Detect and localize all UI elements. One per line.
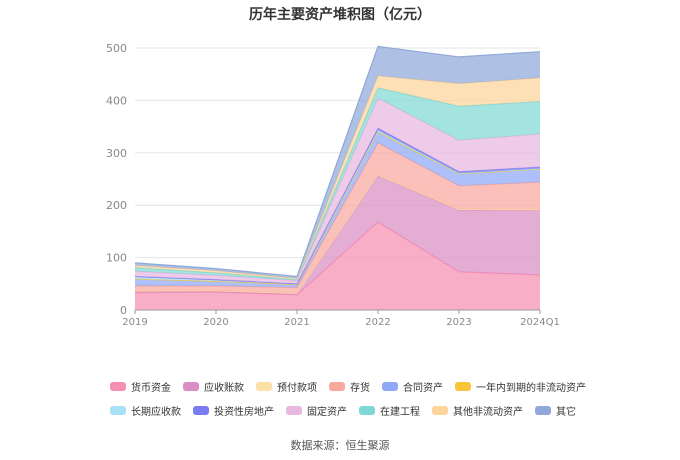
legend-label: 在建工程 [380, 406, 420, 418]
legend-item[interactable]: 其它 [535, 403, 576, 418]
y-tick-label: 200 [106, 199, 127, 212]
y-tick-label: 0 [120, 304, 127, 317]
legend-item[interactable]: 固定资产 [286, 403, 347, 418]
legend-label: 货币资金 [131, 382, 171, 394]
data-source-note: 数据来源：恒生聚源 [290, 439, 390, 452]
legend-label: 长期应收款 [131, 406, 181, 418]
legend-label: 合同资产 [403, 382, 443, 394]
legend-swatch [455, 381, 471, 391]
legend-label: 固定资产 [307, 406, 347, 418]
area-series [135, 142, 540, 294]
legend-row: 长期应收款 投资性房地产 固定资产 在建工程 其他非流动资产 其它 [110, 401, 630, 419]
legend-label: 其它 [556, 406, 576, 418]
legend-item[interactable]: 合同资产 [382, 379, 443, 394]
legend-swatch [535, 405, 551, 415]
legend-swatch [183, 381, 199, 391]
legend-item[interactable]: 投资性房地产 [193, 403, 274, 418]
legend-item[interactable]: 应收账款 [183, 379, 244, 394]
area-series [135, 131, 540, 288]
legend-swatch [329, 381, 345, 391]
x-tick-label: 2024Q1 [520, 317, 560, 328]
y-tick-label: 100 [106, 252, 127, 265]
legend-label: 一年内到期的非流动资产 [476, 382, 586, 394]
legend-swatch [286, 405, 302, 415]
area-series-line [134, 45, 541, 278]
legend-item[interactable]: 货币资金 [110, 379, 171, 394]
legend-item[interactable]: 预付款项 [256, 379, 317, 394]
legend: 货币资金 应收账款 预付款项 存货 合同资产 一年内到期的非流动资产 长期应收款 投资性房地… [110, 377, 630, 425]
x-tick-label: 2022 [365, 317, 390, 328]
x-tick-label: 2023 [446, 317, 471, 328]
legend-item[interactable]: 长期应收款 [110, 403, 181, 418]
legend-item[interactable]: 存货 [329, 379, 370, 394]
chart-title: 历年主要资产堆积图（亿元） [249, 7, 431, 23]
legend-swatch [359, 405, 375, 415]
legend-swatch [193, 405, 209, 415]
legend-swatch [382, 381, 398, 391]
area-series [135, 221, 540, 310]
legend-row: 货币资金 应收账款 预付款项 存货 合同资产 一年内到期的非流动资产 [110, 377, 630, 395]
legend-label: 应收账款 [204, 382, 244, 394]
legend-item[interactable]: 其他非流动资产 [432, 403, 523, 418]
stacked-area-chart: 0 100 200 300 400 500 2019 2020 2021 2022 2023 2024… [106, 42, 560, 328]
legend-label: 预付款项 [277, 382, 317, 394]
legend-item[interactable]: 在建工程 [359, 403, 420, 418]
y-tick-label: 300 [106, 147, 127, 160]
x-tick-label: 2019 [122, 317, 147, 328]
legend-label: 存货 [350, 382, 370, 394]
legend-label: 其他非流动资产 [453, 406, 523, 418]
legend-item[interactable]: 一年内到期的非流动资产 [455, 379, 586, 394]
legend-swatch [432, 405, 448, 415]
legend-swatch [110, 381, 126, 391]
x-tick-label: 2021 [284, 317, 309, 328]
legend-swatch [110, 405, 126, 415]
y-tick-label: 500 [106, 42, 127, 55]
area-series [135, 98, 540, 284]
y-tick-label: 400 [106, 94, 127, 107]
legend-label: 投资性房地产 [214, 406, 274, 418]
legend-swatch [256, 381, 272, 391]
x-tick-label: 2020 [203, 317, 228, 328]
